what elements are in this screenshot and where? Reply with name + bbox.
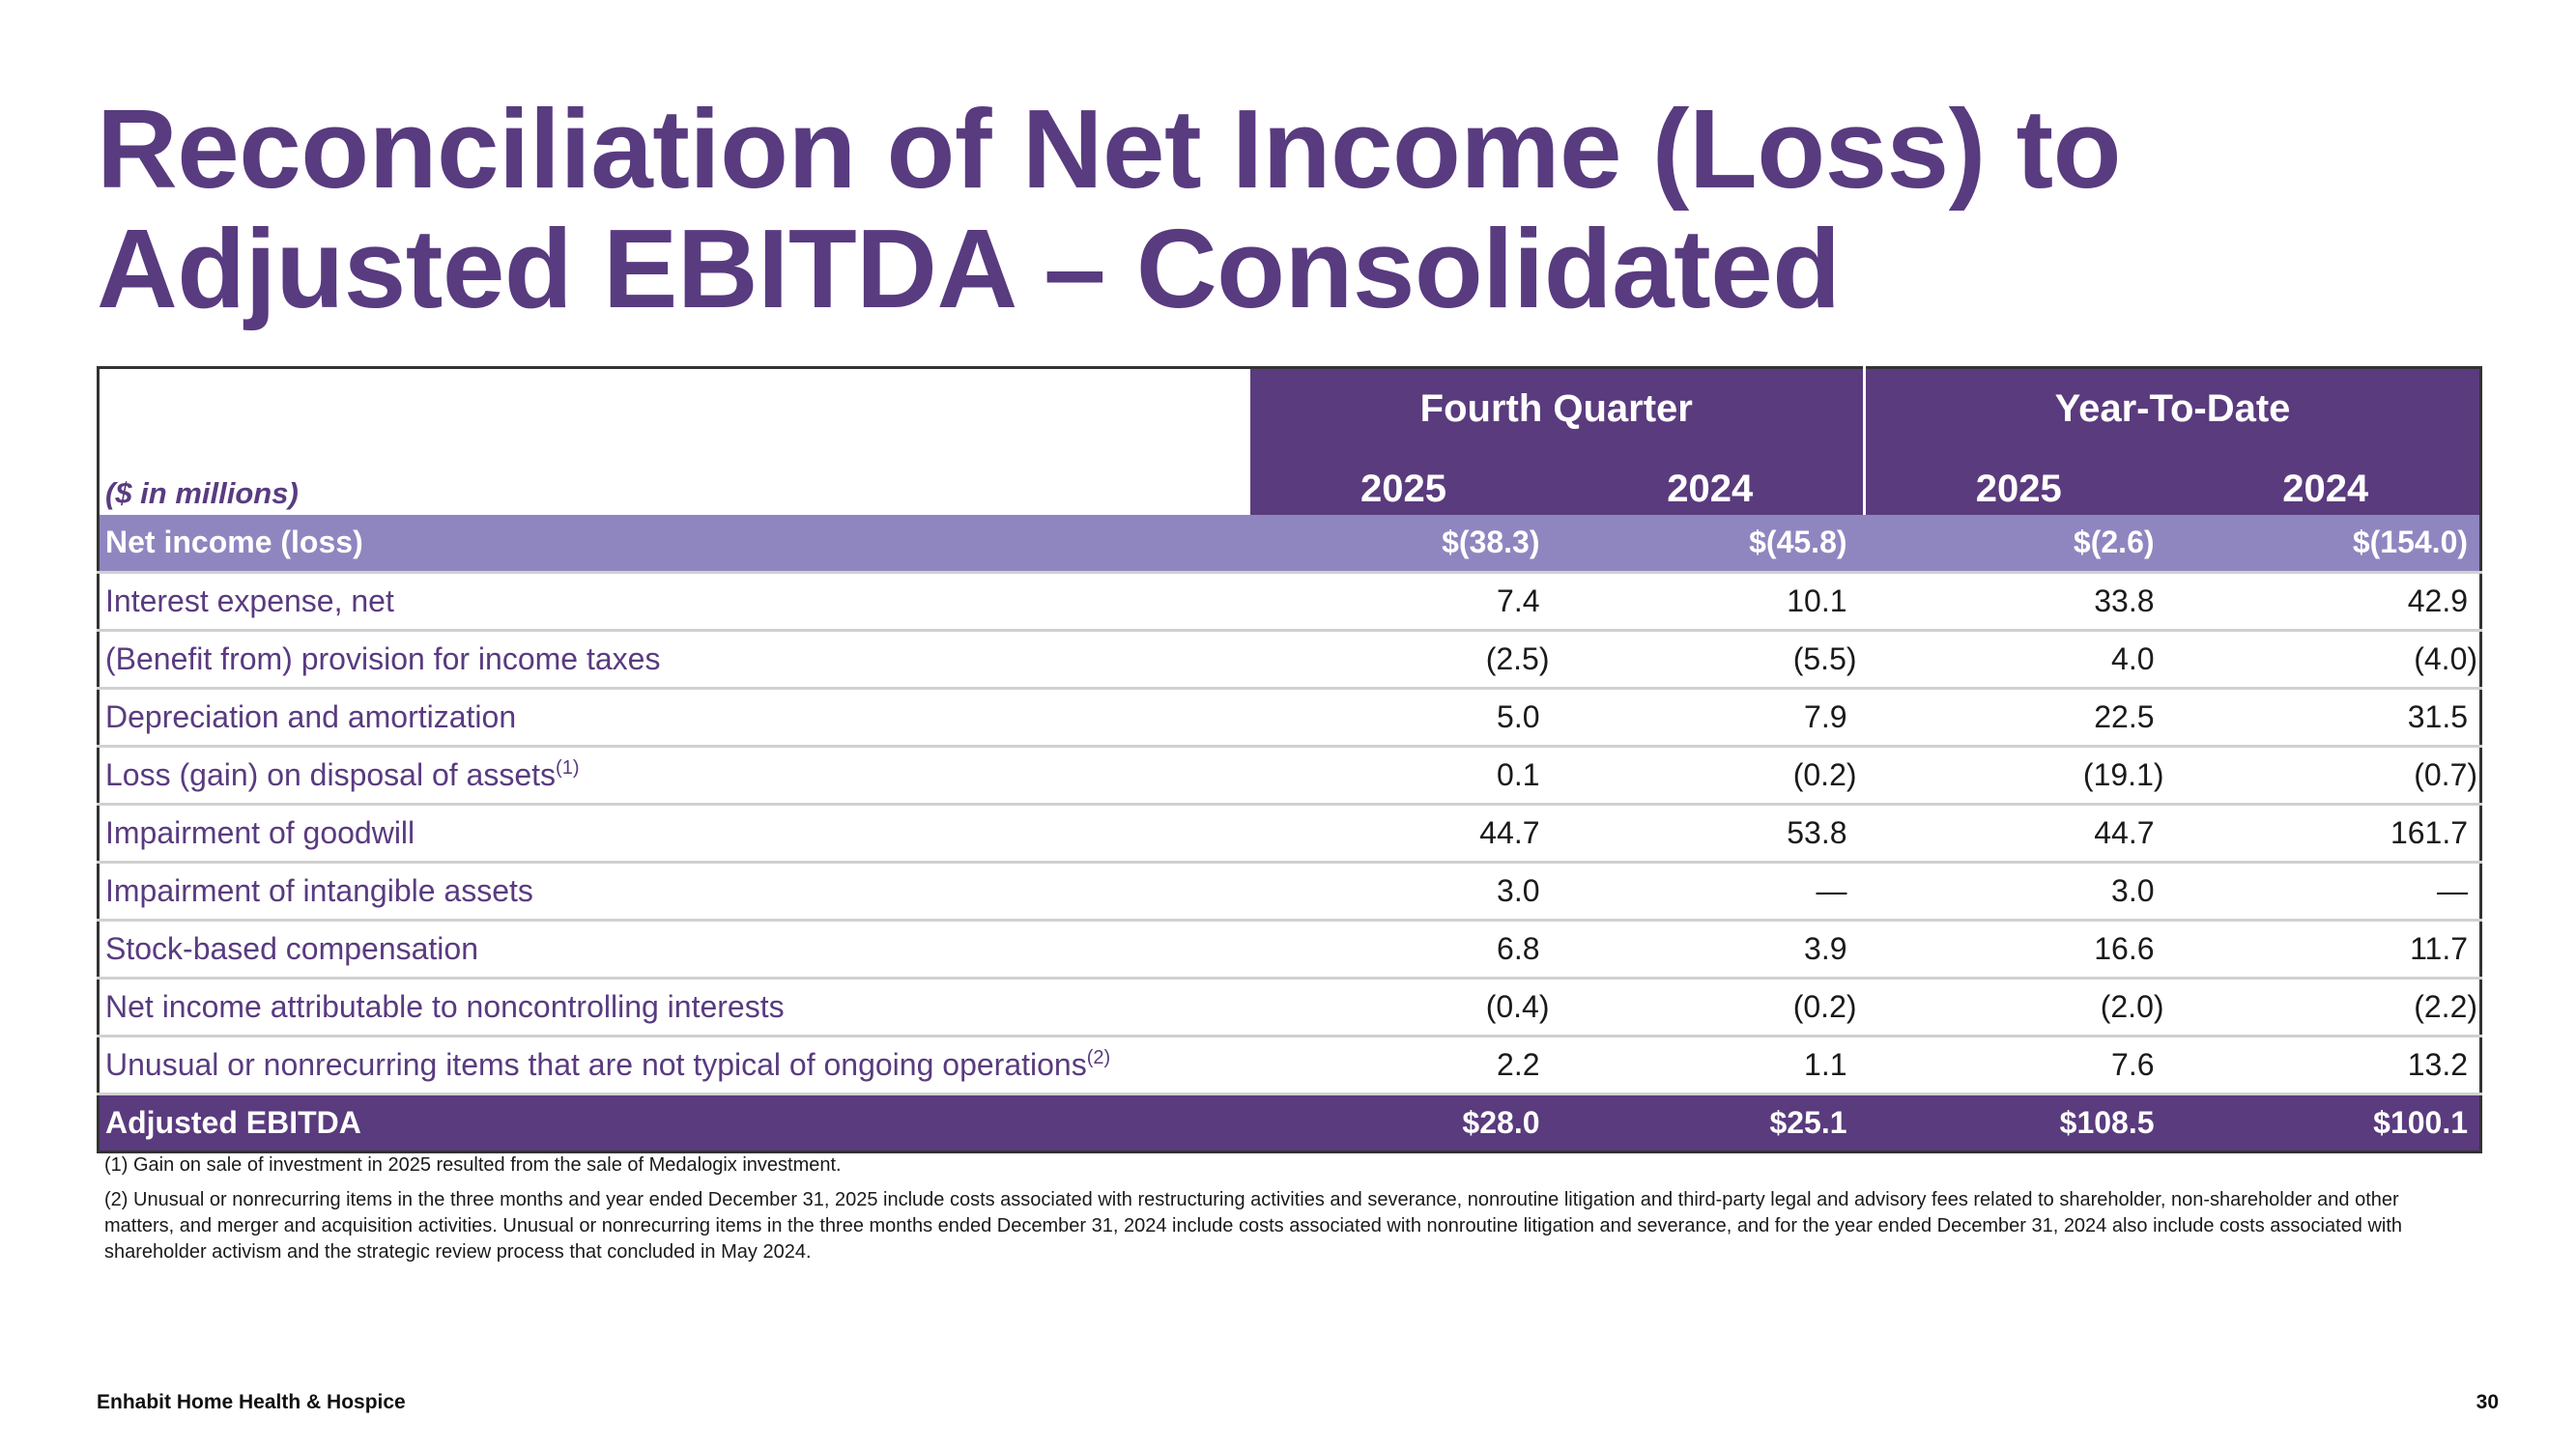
table-row-unusual-items: Unusual or nonrecurring items that are n… <box>98 1036 2481 1095</box>
table-row-disposal-of-assets: Loss (gain) on disposal of assets(1) 0.1… <box>98 746 2481 806</box>
header-year-ytd-2024: 2024 <box>2171 439 2481 515</box>
cell-ytd-2024: $100.1 <box>2171 1094 2481 1152</box>
table-row-interest-expense: Interest expense, net 7.4 10.1 33.8 42.9 <box>98 572 2481 632</box>
cell-ytd-2025: 4.0 <box>1864 630 2172 690</box>
units-label: ($ in millions) <box>105 475 299 510</box>
cell-ytd-2025: (2.0) <box>1864 978 2172 1037</box>
reconciliation-table: Fourth Quarter Year-To-Date ($ in millio… <box>97 366 2483 1153</box>
header-year-q4-2025: 2025 <box>1249 439 1558 515</box>
cell-q4-2025: (0.4) <box>1249 978 1558 1037</box>
table-row-stock-compensation: Stock-based compensation 6.8 3.9 16.6 11… <box>98 920 2481 980</box>
page-title: Reconciliation of Net Income (Loss) to A… <box>97 89 2416 328</box>
row-label: Impairment of intangible assets <box>98 862 1250 922</box>
cell-q4-2025: 44.7 <box>1249 804 1558 864</box>
cell-q4-2024: 7.9 <box>1557 688 1865 748</box>
cell-q4-2024: — <box>1557 862 1865 922</box>
header-year-q4-2024: 2024 <box>1557 439 1865 515</box>
cell-ytd-2025: 7.6 <box>1864 1036 2172 1095</box>
row-label: Adjusted EBITDA <box>98 1094 1250 1152</box>
row-label: Unusual or nonrecurring items that are n… <box>98 1036 1250 1095</box>
footnote-ref-2: (2) <box>1086 1047 1111 1068</box>
cell-ytd-2024: 42.9 <box>2171 572 2481 632</box>
table-header-year-row: ($ in millions) 2025 2024 2025 2024 <box>99 439 2481 515</box>
row-label: Loss (gain) on disposal of assets(1) <box>98 746 1250 806</box>
cell-q4-2025: $28.0 <box>1249 1094 1558 1152</box>
table-row-net-income: Net income (loss) $(38.3) $(45.8) $(2.6)… <box>98 514 2481 574</box>
row-label: Interest expense, net <box>98 572 1250 632</box>
cell-q4-2024: 3.9 <box>1557 920 1865 980</box>
cell-ytd-2025: 16.6 <box>1864 920 2172 980</box>
table-header-group-row: Fourth Quarter Year-To-Date <box>99 367 2481 440</box>
cell-q4-2025: 3.0 <box>1249 862 1558 922</box>
cell-q4-2024: $(45.8) <box>1557 514 1865 574</box>
table-row-impairment-intangibles: Impairment of intangible assets 3.0 — 3.… <box>98 862 2481 922</box>
cell-ytd-2025: (19.1) <box>1864 746 2172 806</box>
cell-ytd-2025: 3.0 <box>1864 862 2172 922</box>
cell-q4-2025: 5.0 <box>1249 688 1558 748</box>
footnote-ref-1: (1) <box>556 757 580 779</box>
cell-q4-2024: $25.1 <box>1557 1094 1865 1152</box>
table-row-income-taxes: (Benefit from) provision for income taxe… <box>98 630 2481 690</box>
cell-ytd-2024: — <box>2171 862 2481 922</box>
header-fourth-quarter: Fourth Quarter <box>1249 367 1865 440</box>
cell-q4-2024: (5.5) <box>1557 630 1865 690</box>
row-label: Depreciation and amortization <box>98 688 1250 748</box>
cell-q4-2025: (2.5) <box>1249 630 1558 690</box>
footer-company-name: Enhabit Home Health & Hospice <box>97 1391 406 1413</box>
cell-q4-2024: (0.2) <box>1557 978 1865 1037</box>
page-number: 30 <box>2476 1391 2499 1413</box>
cell-q4-2024: 1.1 <box>1557 1036 1865 1095</box>
row-label: Net income attributable to noncontrollin… <box>98 978 1250 1037</box>
row-label: Stock-based compensation <box>98 920 1250 980</box>
cell-ytd-2024: 161.7 <box>2171 804 2481 864</box>
cell-ytd-2025: 22.5 <box>1864 688 2172 748</box>
cell-q4-2024: 53.8 <box>1557 804 1865 864</box>
table-row-impairment-goodwill: Impairment of goodwill 44.7 53.8 44.7 16… <box>98 804 2481 864</box>
table-row-noncontrolling-interests: Net income attributable to noncontrollin… <box>98 978 2481 1037</box>
header-year-to-date: Year-To-Date <box>1863 367 2481 440</box>
cell-ytd-2025: 44.7 <box>1864 804 2172 864</box>
cell-q4-2024: 10.1 <box>1557 572 1865 632</box>
cell-ytd-2024: 11.7 <box>2171 920 2481 980</box>
cell-ytd-2025: $108.5 <box>1864 1094 2172 1152</box>
header-year-ytd-2025: 2025 <box>1863 439 2172 515</box>
table-row-adjusted-ebitda: Adjusted EBITDA $28.0 $25.1 $108.5 $100.… <box>98 1094 2481 1152</box>
cell-ytd-2024: (4.0) <box>2171 630 2481 690</box>
cell-q4-2025: 0.1 <box>1249 746 1558 806</box>
footnote-1: (1) Gain on sale of investment in 2025 r… <box>104 1154 842 1176</box>
header-blank-cell <box>99 368 1250 440</box>
page-title-line-2: Adjusted EBITDA – Consolidated <box>97 206 1841 331</box>
cell-q4-2025: 2.2 <box>1249 1036 1558 1095</box>
page-title-line-1: Reconciliation of Net Income (Loss) to <box>97 86 2121 212</box>
footnote-2: (2) Unusual or nonrecurring items in the… <box>104 1189 2403 1263</box>
cell-q4-2025: $(38.3) <box>1249 514 1558 574</box>
row-label: Net income (loss) <box>98 514 1250 574</box>
table-row-depreciation: Depreciation and amortization 5.0 7.9 22… <box>98 688 2481 748</box>
cell-ytd-2024: (2.2) <box>2171 978 2481 1037</box>
cell-ytd-2024: (0.7) <box>2171 746 2481 806</box>
cell-q4-2024: (0.2) <box>1557 746 1865 806</box>
cell-q4-2025: 7.4 <box>1249 572 1558 632</box>
cell-ytd-2024: $(154.0) <box>2171 514 2481 574</box>
cell-ytd-2025: 33.8 <box>1864 572 2172 632</box>
cell-ytd-2024: 31.5 <box>2171 688 2481 748</box>
row-label: (Benefit from) provision for income taxe… <box>98 630 1250 690</box>
cell-ytd-2024: 13.2 <box>2171 1036 2481 1095</box>
row-label: Impairment of goodwill <box>98 804 1250 864</box>
cell-q4-2025: 6.8 <box>1249 920 1558 980</box>
cell-ytd-2025: $(2.6) <box>1864 514 2172 574</box>
footnotes: (1) Gain on sale of investment in 2025 r… <box>104 1152 2462 1274</box>
